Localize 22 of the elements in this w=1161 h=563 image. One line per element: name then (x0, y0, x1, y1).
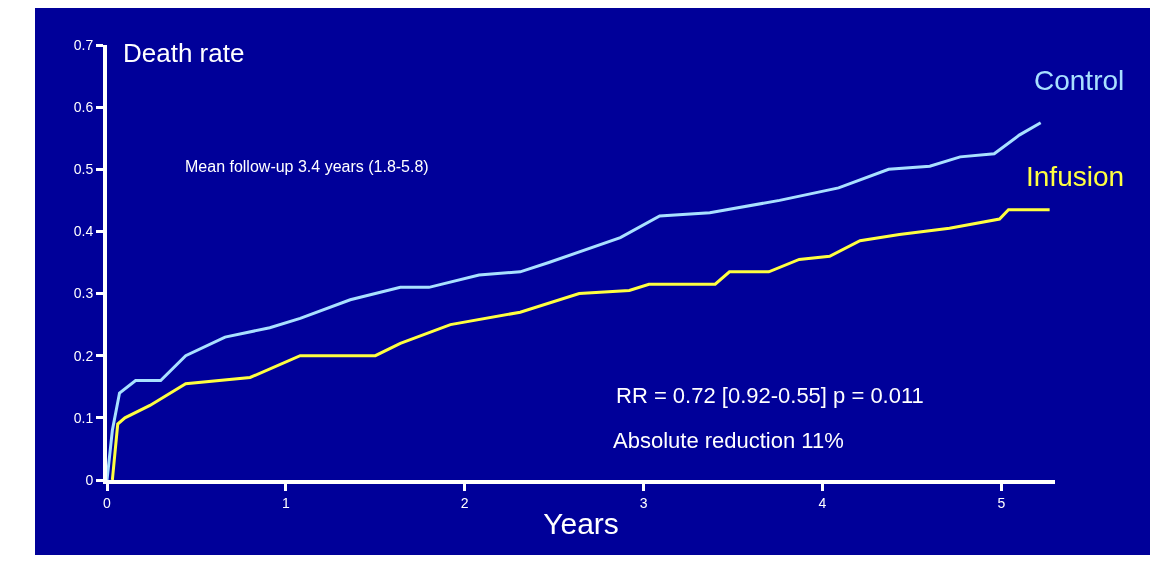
series-label: Control (1034, 65, 1125, 96)
x-tick-label: 5 (997, 494, 1006, 511)
y-tick-label: 0.5 (73, 161, 94, 178)
x-tick-label: 4 (818, 494, 827, 511)
x-tick-label: 1 (281, 494, 290, 511)
annotation: Mean follow-up 3.4 years (1.8-5.8) (185, 158, 429, 175)
y-tick-label: 0 (85, 471, 94, 488)
y-tick-label: 0.6 (73, 99, 94, 116)
x-tick-label: 2 (460, 494, 469, 511)
y-axis-title: Death rate (123, 38, 245, 68)
line-series (110, 208, 1052, 480)
x-tick-label: 0 (103, 494, 112, 511)
y-tick-label: 0.2 (73, 347, 94, 364)
y-tick-label: 0.1 (73, 409, 94, 426)
annotation: RR = 0.72 [0.92-0.55] p = 0.011 (616, 383, 924, 408)
annotation: Absolute reduction 11% (613, 428, 844, 453)
y-tick-label: 0.3 (73, 285, 94, 302)
series-label: Infusion (1026, 161, 1125, 192)
y-tick-label: 0.7 (73, 36, 94, 53)
x-tick-label: 3 (639, 494, 648, 511)
y-tick-label: 0.4 (73, 223, 94, 240)
x-axis-title: Years (543, 506, 619, 540)
